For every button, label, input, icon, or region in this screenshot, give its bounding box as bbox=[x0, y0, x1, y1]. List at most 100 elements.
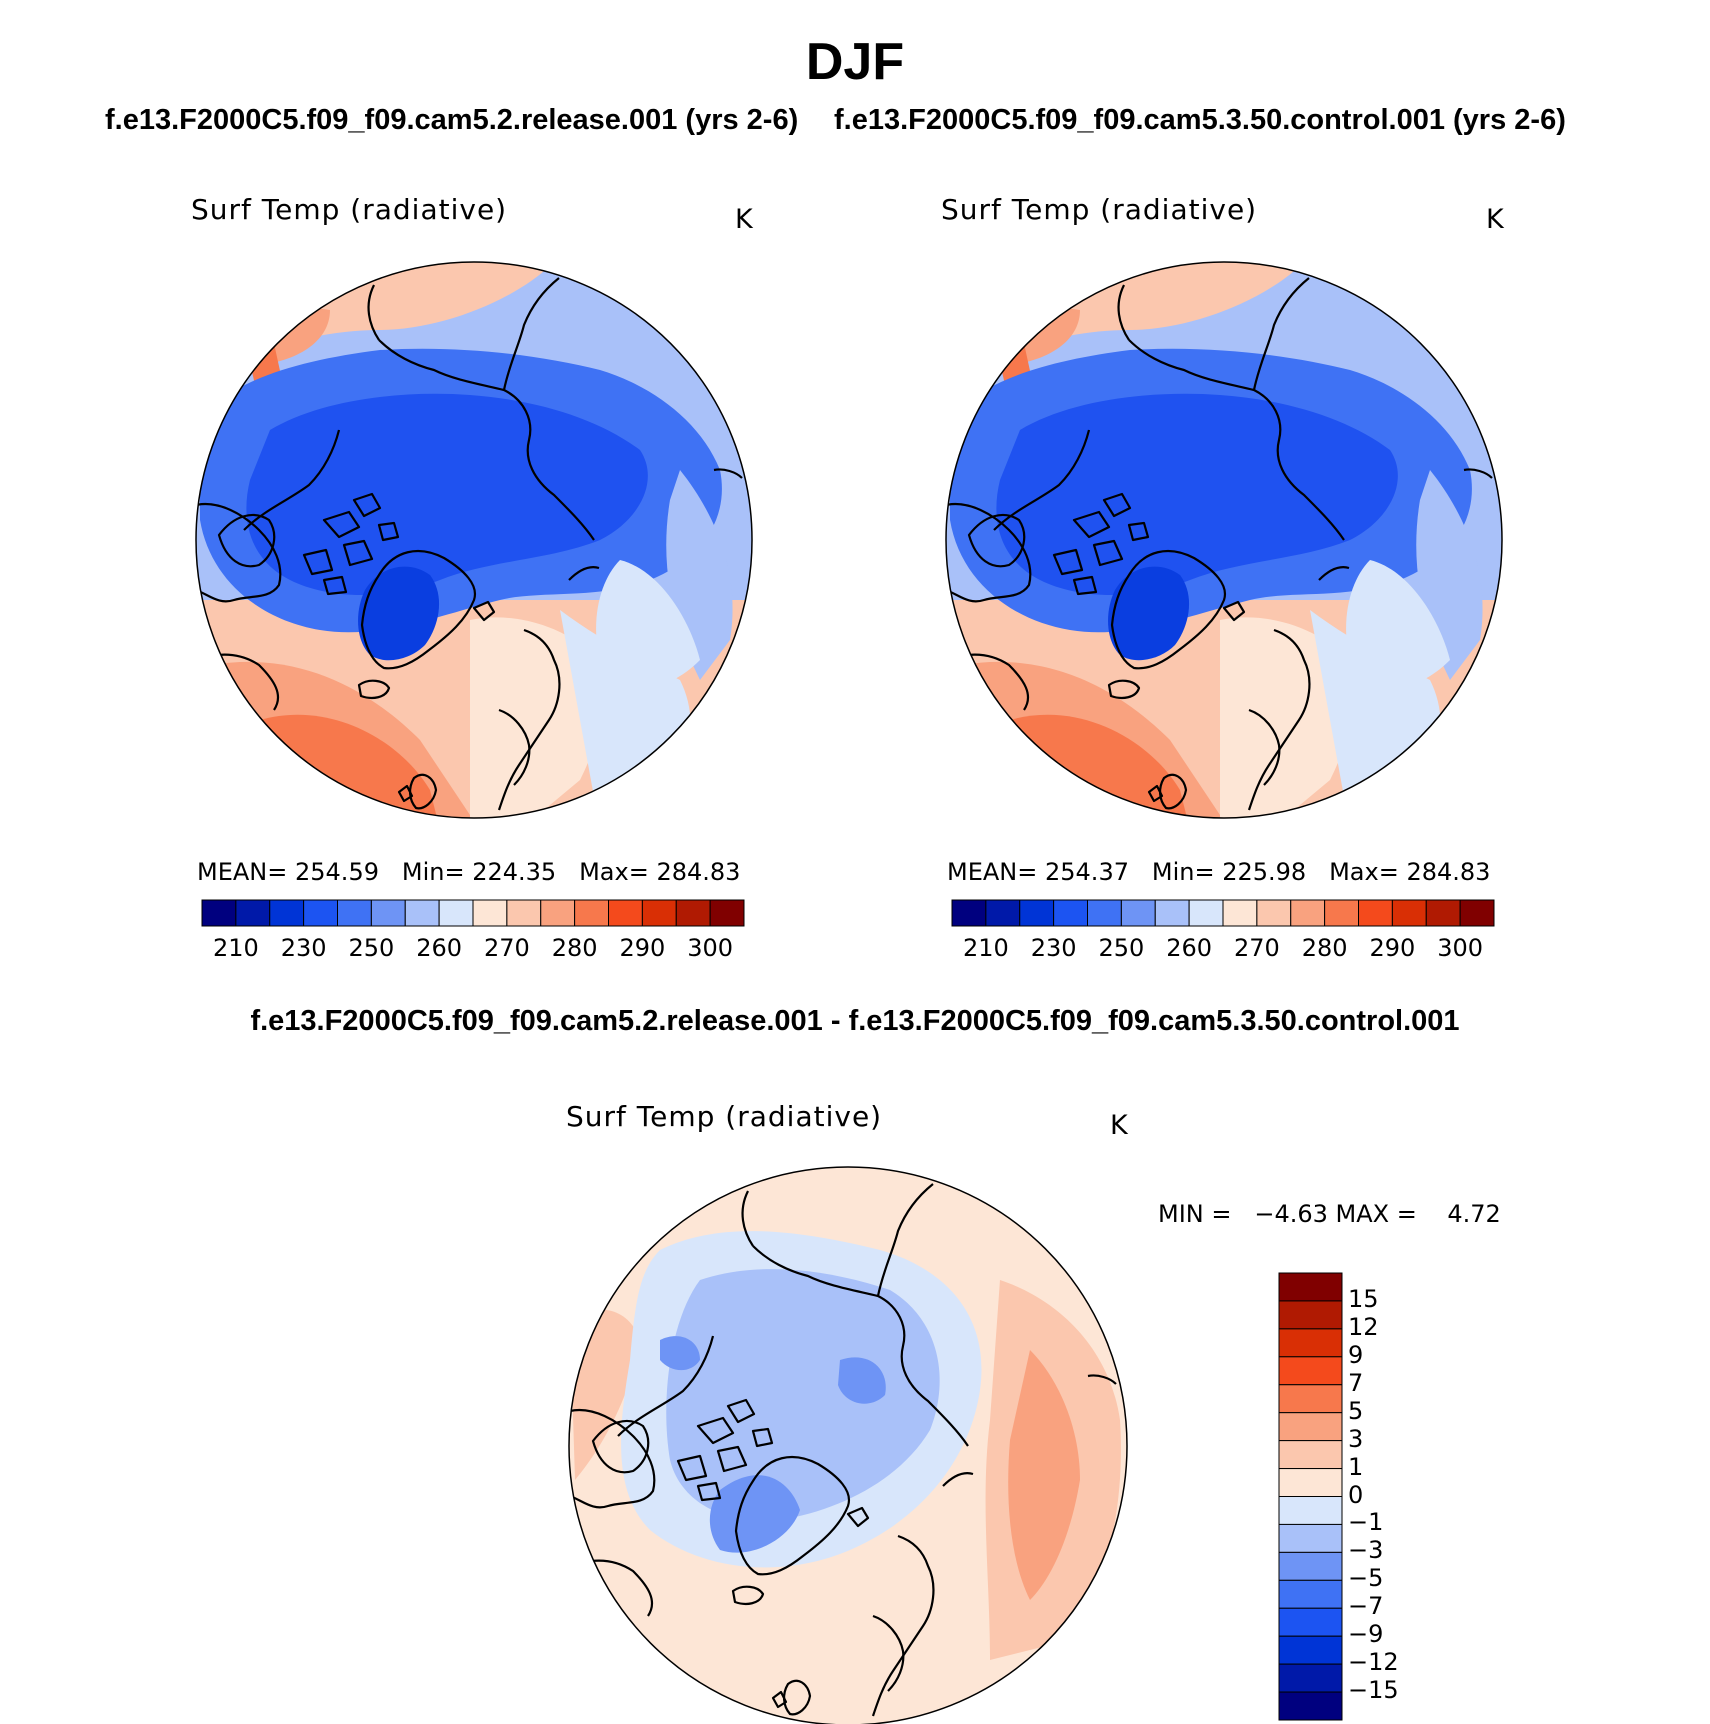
colorbar-b-swatch bbox=[1087, 899, 1122, 927]
panel-a-units: K bbox=[735, 204, 753, 235]
colorbar-a-swatch bbox=[404, 899, 440, 927]
colorbar-b-swatch bbox=[1222, 899, 1258, 927]
colorbar-b-tick-label: 280 bbox=[1301, 934, 1348, 962]
colorbar-b-swatch bbox=[1120, 899, 1156, 927]
colorbar-b-swatch bbox=[1358, 899, 1393, 927]
difference-title: f.e13.F2000C5.f09_f09.cam5.2.release.001… bbox=[250, 1005, 1460, 1037]
colorbar-a-tick-label: 230 bbox=[280, 934, 327, 962]
colorbar-diff-tick-label: −15 bbox=[1348, 1676, 1399, 1705]
panel-b-max-label: Max= bbox=[1329, 858, 1399, 886]
colorbar-a-tick-label: 260 bbox=[416, 934, 463, 962]
panel-b-min-label: Min= bbox=[1151, 858, 1215, 886]
panel-diff-units: K bbox=[1110, 1110, 1128, 1141]
colorbar-a-tick-label: 290 bbox=[619, 934, 666, 962]
colorbar-diff-tick-label: 3 bbox=[1348, 1424, 1364, 1453]
panel-b-mean-value: 254.37 bbox=[1045, 858, 1129, 886]
colorbar-b-swatch bbox=[1154, 899, 1190, 927]
colorbar-b-swatch bbox=[985, 899, 1021, 927]
colorbar-diff-swatch bbox=[1278, 1356, 1343, 1386]
colorbar-diff-swatch bbox=[1278, 1691, 1343, 1721]
season-title: DJF bbox=[805, 33, 905, 91]
colorbar-a-swatch bbox=[574, 899, 609, 927]
colorbar-diff-tick-label: −7 bbox=[1348, 1592, 1384, 1621]
map-panel-b bbox=[945, 261, 1503, 819]
colorbar-diff-swatch bbox=[1278, 1412, 1343, 1442]
colorbar-a-swatch bbox=[472, 899, 508, 927]
colorbar-a-tick-label: 300 bbox=[687, 934, 734, 962]
colorbar-b-swatch bbox=[1459, 899, 1495, 927]
panel-diff-variable-label: Surf Temp (radiative) bbox=[566, 1100, 883, 1133]
colorbar-diff-swatch bbox=[1278, 1468, 1343, 1497]
colorbar-diff bbox=[1278, 1272, 1343, 1721]
colorbar-diff-swatch bbox=[1278, 1384, 1343, 1414]
colorbar-a-tick-label: 250 bbox=[348, 934, 395, 962]
colorbar-a-swatch bbox=[608, 899, 643, 927]
colorbar-diff-swatch bbox=[1278, 1607, 1343, 1637]
panel-a-max-value: 284.83 bbox=[656, 858, 741, 886]
colorbar-diff-swatch bbox=[1278, 1551, 1343, 1581]
colorbar-a-swatch bbox=[269, 899, 305, 927]
colorbar-a-swatch bbox=[201, 899, 237, 927]
colorbar-diff-tick-label: 5 bbox=[1348, 1396, 1364, 1425]
map-panel-diff bbox=[568, 1166, 1128, 1724]
colorbar-b-swatch bbox=[1324, 899, 1359, 927]
colorbar-b-swatch bbox=[1425, 899, 1461, 927]
colorbar-diff-tick-label: −3 bbox=[1348, 1536, 1384, 1565]
colorbar-a-swatch bbox=[641, 899, 677, 927]
panel-a-min-value: 224.35 bbox=[472, 858, 557, 886]
colorbar-a-swatch bbox=[370, 899, 406, 927]
colorbar-diff-tick-label: 1 bbox=[1348, 1452, 1364, 1481]
colorbar-b-swatch bbox=[1019, 899, 1055, 927]
colorbar-b bbox=[951, 899, 1495, 927]
colorbar-b-swatch bbox=[1391, 899, 1427, 927]
colorbar-a-swatch bbox=[438, 899, 474, 927]
colorbar-diff-swatch bbox=[1278, 1272, 1343, 1302]
colorbar-diff-swatch bbox=[1278, 1300, 1343, 1330]
panel-b-mean-label: MEAN= bbox=[947, 858, 1038, 886]
colorbar-b-tick-label: 250 bbox=[1098, 934, 1145, 962]
colorbar-b-swatch bbox=[1290, 899, 1326, 927]
colorbar-b-tick-label: 300 bbox=[1437, 934, 1484, 962]
case-b-title: f.e13.F2000C5.f09_f09.cam5.3.50.control.… bbox=[834, 104, 1566, 136]
colorbar-b-swatch bbox=[951, 899, 987, 927]
case-a-title: f.e13.F2000C5.f09_f09.cam5.2.release.001… bbox=[105, 104, 799, 136]
colorbar-diff-swatch bbox=[1278, 1579, 1343, 1609]
panel-a-mean-value: 254.59 bbox=[295, 858, 379, 886]
panel-a-mean-label: MEAN= bbox=[197, 858, 288, 886]
colorbar-a-swatch bbox=[303, 899, 338, 927]
colorbar-a-swatch bbox=[235, 899, 271, 927]
colorbar-diff-swatch bbox=[1278, 1328, 1343, 1358]
panel-a-variable-label: Surf Temp (radiative) bbox=[191, 193, 508, 226]
colorbar-a-swatch bbox=[506, 899, 542, 927]
colorbar-b-tick-label: 260 bbox=[1166, 934, 1213, 962]
colorbar-a-tick-label: 280 bbox=[551, 934, 598, 962]
colorbar-a-swatch bbox=[337, 899, 372, 927]
colorbar-diff-tick-label: −1 bbox=[1348, 1508, 1384, 1537]
colorbar-diff-tick-label: −12 bbox=[1348, 1648, 1399, 1677]
colorbar-diff-tick-label: 0 bbox=[1348, 1480, 1364, 1509]
panel-b-min-value: 225.98 bbox=[1222, 858, 1307, 886]
map-panel-a bbox=[195, 261, 753, 819]
panel-b-max-value: 284.83 bbox=[1406, 858, 1491, 886]
colorbar-diff-tick-label: −9 bbox=[1348, 1620, 1384, 1649]
panel-b-variable-label: Surf Temp (radiative) bbox=[941, 193, 1258, 226]
colorbar-b-tick-label: 230 bbox=[1030, 934, 1077, 962]
colorbar-b-swatch bbox=[1188, 899, 1224, 927]
colorbar-b-tick-label: 290 bbox=[1369, 934, 1416, 962]
colorbar-diff-tick-label: −5 bbox=[1348, 1564, 1384, 1593]
colorbar-diff-tick-label: 7 bbox=[1348, 1368, 1364, 1397]
colorbar-a-tick-label: 270 bbox=[483, 934, 530, 962]
panel-a-max-label: Max= bbox=[579, 858, 649, 886]
colorbar-diff-swatch bbox=[1278, 1635, 1343, 1665]
colorbar-a-swatch bbox=[675, 899, 711, 927]
colorbar-diff-swatch bbox=[1278, 1523, 1343, 1553]
colorbar-diff-tick-label: 15 bbox=[1348, 1284, 1379, 1313]
colorbar-diff-tick-label: 9 bbox=[1348, 1340, 1364, 1369]
colorbar-b-tick-label: 270 bbox=[1233, 934, 1280, 962]
panel-b-stats: MEAN= 254.37 Min= 225.98 Max= 284.83 bbox=[947, 858, 1490, 886]
colorbar-a-tick-label: 210 bbox=[212, 934, 259, 962]
panel-a-min-label: Min= bbox=[401, 858, 465, 886]
panel-a-stats: MEAN= 254.59 Min= 224.35 Max= 284.83 bbox=[197, 858, 740, 886]
panel-b-units: K bbox=[1486, 204, 1504, 235]
